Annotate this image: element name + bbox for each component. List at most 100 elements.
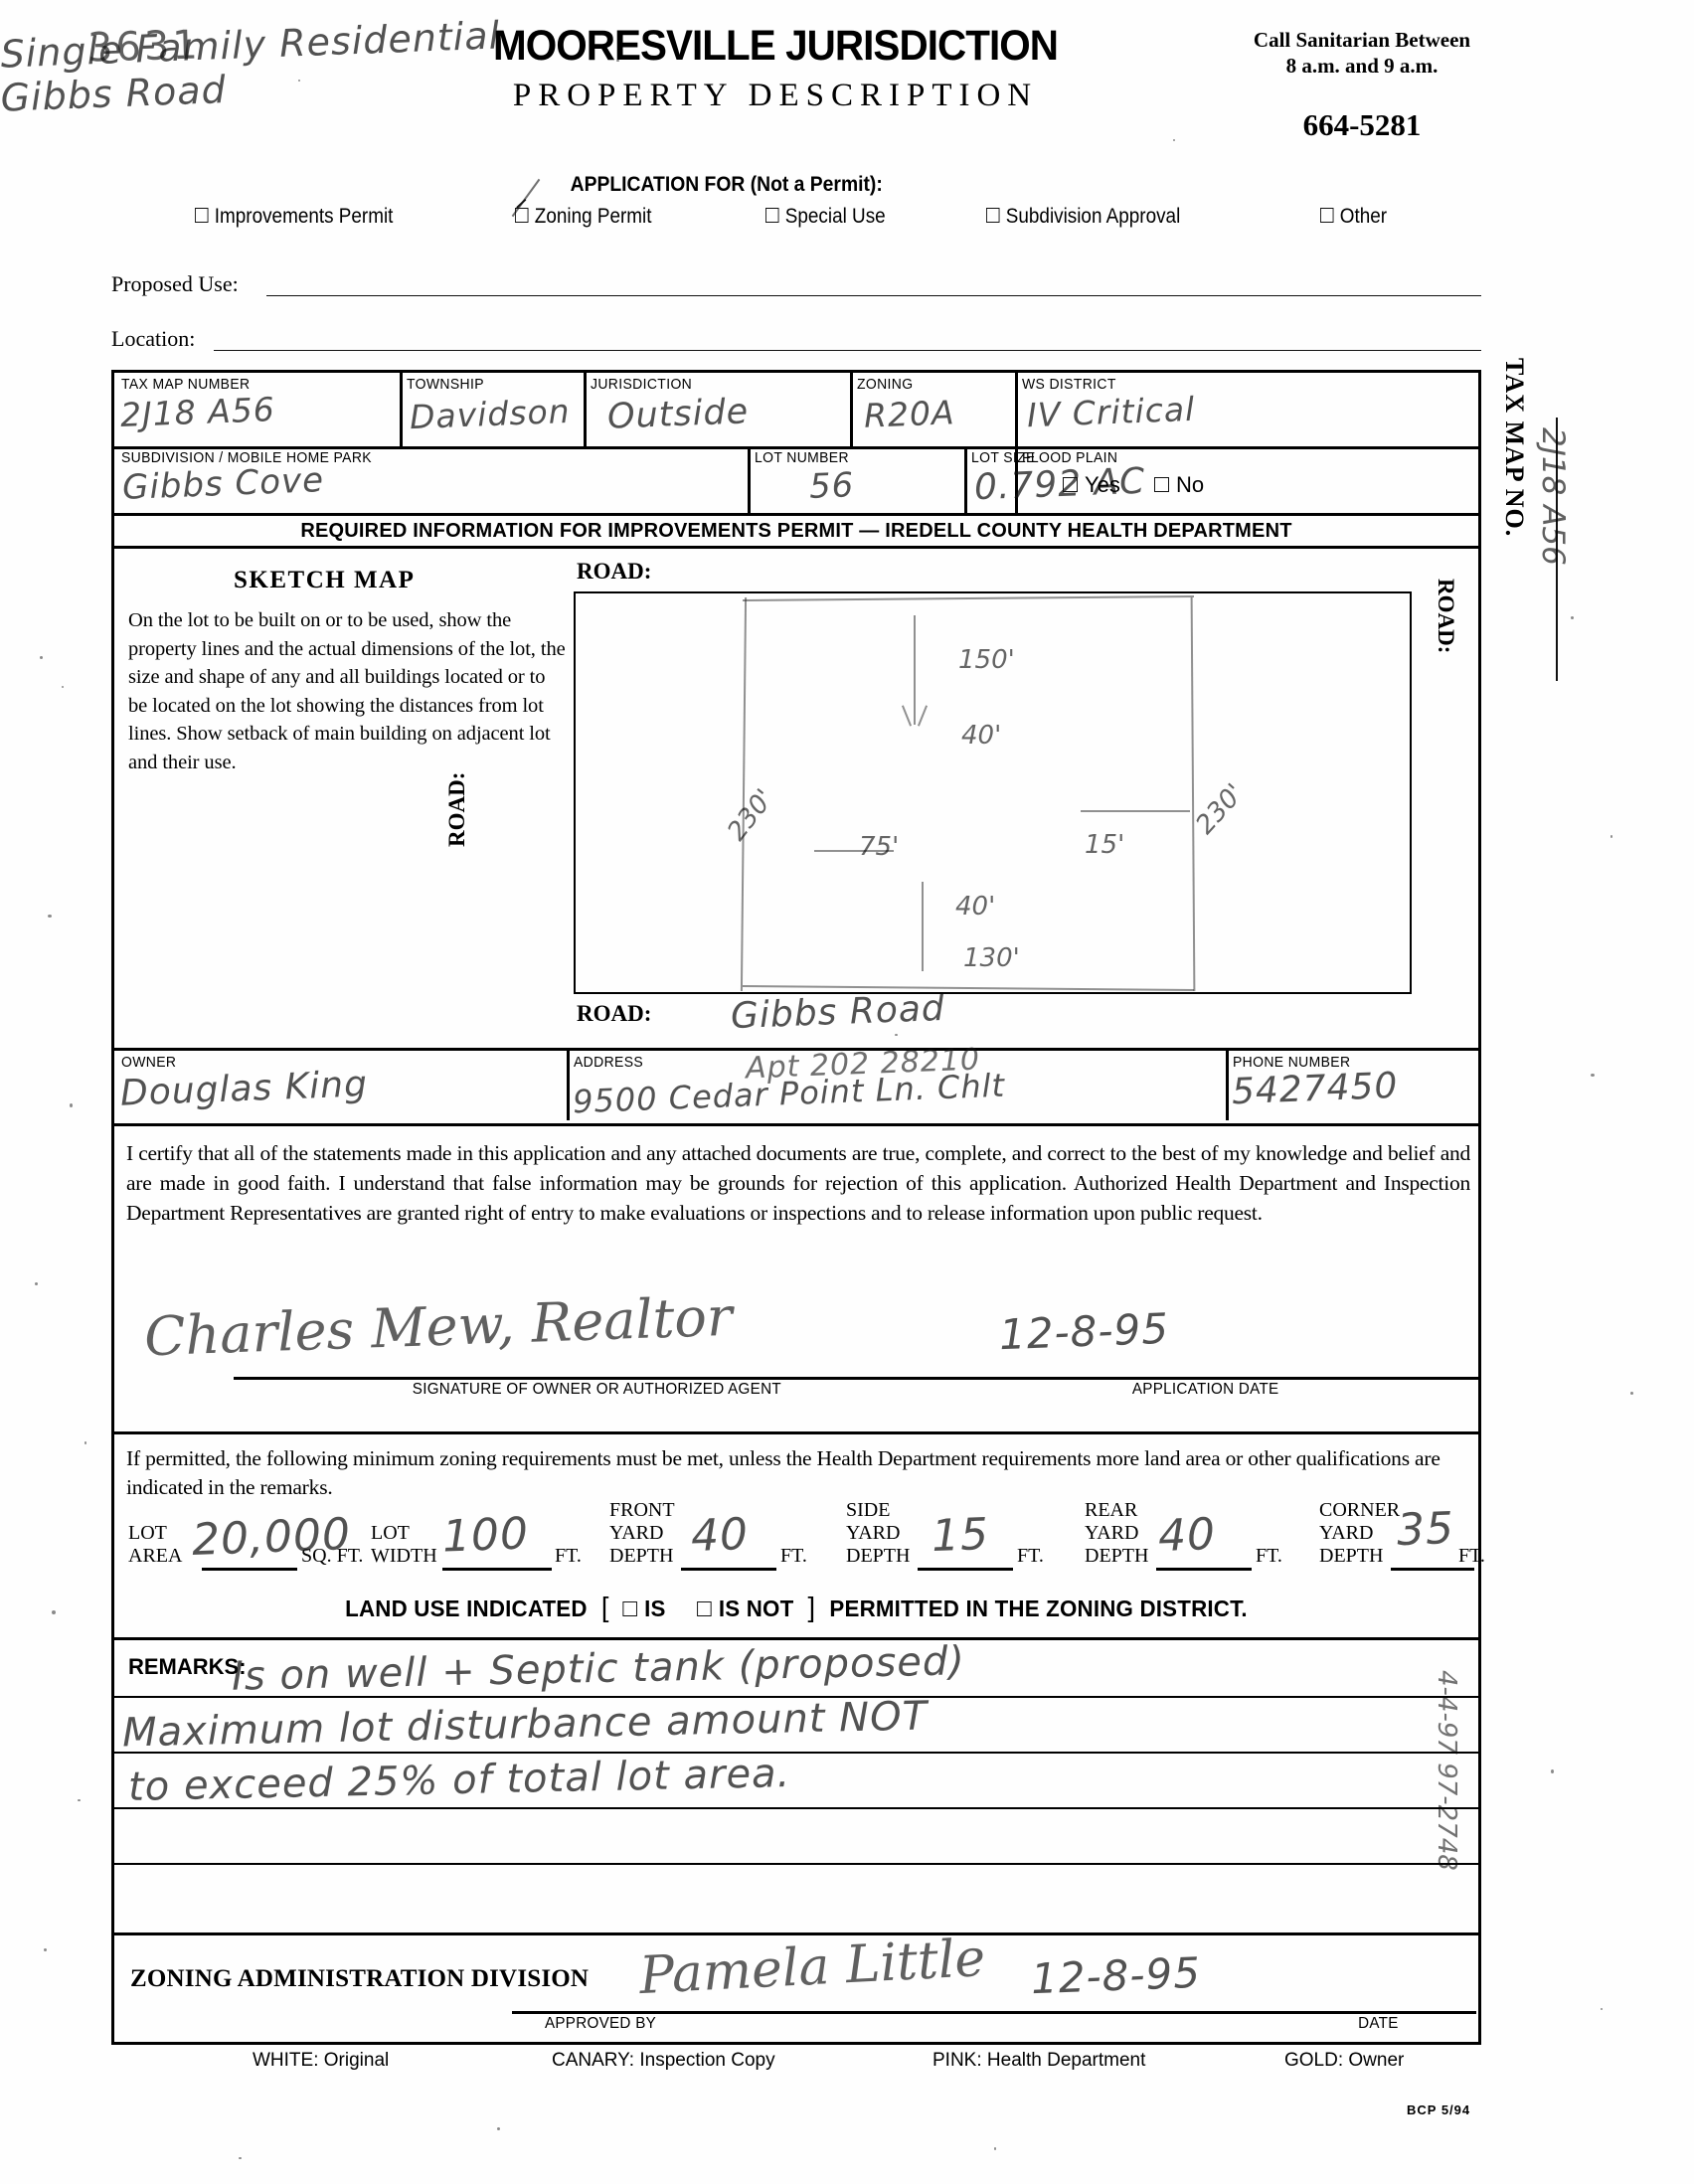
label-township: TOWNSHIP	[407, 376, 484, 393]
value-phone-number: 5427450	[1231, 1065, 1400, 1113]
label-corner-yard-2: YARD	[1319, 1522, 1374, 1544]
field-lot-size[interactable]: LOT SIZE 0.792 AC	[964, 446, 1146, 516]
certification-text: I certify that all of the statements mad…	[126, 1141, 1470, 1225]
signature-owner-label: SIGNATURE OF OWNER OR AUTHORIZED AGENT	[412, 1381, 781, 1398]
label-address: ADDRESS	[574, 1054, 644, 1071]
label-front-yard-2: YARD	[609, 1522, 664, 1544]
label-zoning: ZONING	[857, 376, 914, 393]
sketch-dim-4: 15'	[1085, 830, 1125, 860]
unit-side-yard: FT.	[1017, 1545, 1044, 1567]
value-zoning: R20A	[863, 393, 956, 435]
label-lot-number: LOT NUMBER	[755, 449, 849, 466]
field-tax-map-number[interactable]: TAX MAP NUMBER 2J18 A56	[114, 373, 400, 446]
road-top-label: ROAD:	[577, 559, 652, 584]
label-is: IS	[644, 1596, 666, 1621]
lot-line-right	[1190, 596, 1196, 992]
road-right-label: ROAD:	[1434, 579, 1458, 654]
flood-plain-yes-option[interactable]: Yes	[1063, 472, 1120, 498]
approved-by-label: APPROVED BY	[544, 2015, 657, 2032]
checkbox-box-flood-no[interactable]	[1154, 477, 1169, 492]
footer-pink: PINK: Health Department	[932, 2050, 1146, 2071]
unit-lot-width: FT.	[555, 1545, 582, 1567]
value-side-yard: 15	[931, 1508, 990, 1563]
application-for-heading: APPLICATION FOR (Not a Permit):	[570, 173, 883, 196]
checkbox-box-special-use[interactable]	[765, 208, 779, 223]
label-flood-yes: Yes	[1085, 472, 1120, 497]
field-lot-number[interactable]: LOT NUMBER 56	[748, 446, 964, 516]
footer-gold: GOLD: Owner	[1284, 2050, 1405, 2071]
field-address[interactable]: ADDRESS Apt 202 28210 9500 Cedar Point L…	[567, 1042, 1226, 1121]
value-owner: Douglas King	[119, 1064, 369, 1114]
value-address: 9500 Cedar Point Ln. Chlt	[572, 1066, 1006, 1121]
arrow-head-a	[901, 705, 913, 727]
checkbox-box-zoning[interactable]	[515, 208, 529, 223]
checkbox-box-other[interactable]	[1320, 208, 1334, 223]
checkbox-box-flood-yes[interactable]	[1063, 477, 1078, 492]
field-flood-plain[interactable]: FLOOD PLAIN Yes No	[1015, 446, 1478, 516]
arrow-shaft-bottom	[922, 882, 924, 971]
side-tax-map-no-label: TAX MAP NO.	[1500, 358, 1529, 538]
road-left-label: ROAD:	[444, 771, 469, 847]
checkbox-other[interactable]: Other	[1320, 205, 1387, 229]
field-ws-district[interactable]: WS DISTRICT IV Critical	[1015, 373, 1478, 446]
field-township[interactable]: TOWNSHIP Davidson	[400, 373, 584, 446]
form-code: BCP 5/94	[1407, 2102, 1471, 2117]
remarks-rule-3	[114, 1807, 1478, 1809]
label-rear-yard-2: YARD	[1085, 1522, 1139, 1544]
flood-plain-no-option[interactable]: No	[1154, 472, 1204, 498]
value-corner-yard: 35	[1396, 1502, 1455, 1557]
lot-line-top	[742, 595, 1194, 601]
sketch-dim-0: 150'	[958, 645, 1015, 675]
checkbox-zoning-permit[interactable]: Zoning Permit	[515, 205, 651, 229]
label-jurisdiction: JURISDICTION	[591, 376, 693, 393]
checkbox-box-is[interactable]	[622, 1601, 638, 1616]
field-subdivision[interactable]: SUBDIVISION / MOBILE HOME PARK Gibbs Cov…	[114, 446, 748, 516]
checkbox-box-subdivision[interactable]	[986, 208, 1000, 223]
certification-section: I certify that all of the statements mad…	[111, 1126, 1481, 1434]
checkbox-box-is-not[interactable]	[697, 1601, 713, 1616]
value-rear-yard: 40	[1157, 1508, 1217, 1563]
road-bottom-value: Gibbs Road	[730, 987, 946, 1038]
checkbox-label-zoning: Zoning Permit	[534, 205, 652, 228]
field-owner[interactable]: OWNER Douglas King	[114, 1051, 567, 1120]
field-zoning[interactable]: ZONING R20A	[850, 373, 1015, 446]
sketch-dim-6: 40'	[955, 892, 996, 922]
value-lot-number: 56	[808, 465, 856, 507]
approved-by-rule	[512, 2011, 1079, 2014]
call-sanitarian-line1: Call Sanitarian Between	[1253, 28, 1471, 52]
zoning-admin-date-value: 12-8-95	[1030, 1947, 1202, 2004]
remarks-label: REMARKS:	[128, 1654, 247, 1679]
checkbox-subdivision-approval[interactable]: Subdivision Approval	[986, 205, 1180, 229]
sketch-drawing-area[interactable]: 150' 40' 230' 75' 15' 230' 40' 130'	[574, 591, 1412, 994]
location-rule	[214, 350, 1481, 351]
field-phone-number[interactable]: PHONE NUMBER 5427450	[1226, 1051, 1478, 1120]
label-rear-yard-3: DEPTH	[1085, 1545, 1149, 1567]
proposed-use-rule	[266, 295, 1481, 296]
label-tax-map-number: TAX MAP NUMBER	[121, 376, 251, 393]
zoning-admin-date-label: DATE	[1358, 2015, 1399, 2032]
land-use-post-text: PERMITTED IN THE ZONING DISTRICT.	[829, 1596, 1248, 1621]
page-title: MOORESVILLE JURISDICTION	[492, 22, 1059, 70]
value-lot-area: 20,000	[191, 1508, 352, 1567]
lot-line-bottom	[742, 985, 1194, 991]
checkbox-special-use[interactable]: Special Use	[765, 205, 886, 229]
footer-canary: CANARY: Inspection Copy	[552, 2050, 775, 2071]
zoning-administration-section: ZONING ADMINISTRATION DIVISION Pamela Li…	[111, 1929, 1481, 2045]
label-subdivision: SUBDIVISION / MOBILE HOME PARK	[121, 449, 372, 466]
remarks-rule-1	[114, 1696, 1478, 1698]
signature-owner-value: Charles Mew, Realtor	[143, 1284, 734, 1369]
checkbox-label-special-use: Special Use	[784, 205, 886, 228]
arrow-shaft-top	[914, 615, 916, 725]
checkbox-box-improvements[interactable]	[195, 208, 209, 223]
value-ws-district: IV Critical	[1026, 389, 1196, 435]
call-sanitarian-line2: 8 a.m. and 9 a.m.	[1285, 54, 1439, 78]
zoning-admin-label: ZONING ADMINISTRATION DIVISION	[130, 1965, 590, 1992]
unit-rear-yard: FT.	[1256, 1545, 1282, 1567]
remarks-section[interactable]: REMARKS: Is on well + Septic tank (propo…	[111, 1638, 1481, 1935]
zoning-requirements-intro: If permitted, the following minimum zoni…	[126, 1446, 1440, 1499]
checkbox-improvements-permit[interactable]: Improvements Permit	[195, 205, 393, 229]
label-front-yard-1: FRONT	[609, 1499, 675, 1521]
zoning-admin-date-rule	[1079, 2011, 1476, 2014]
label-side-yard-2: YARD	[846, 1522, 901, 1544]
field-jurisdiction[interactable]: JURISDICTION Outside	[584, 373, 850, 446]
